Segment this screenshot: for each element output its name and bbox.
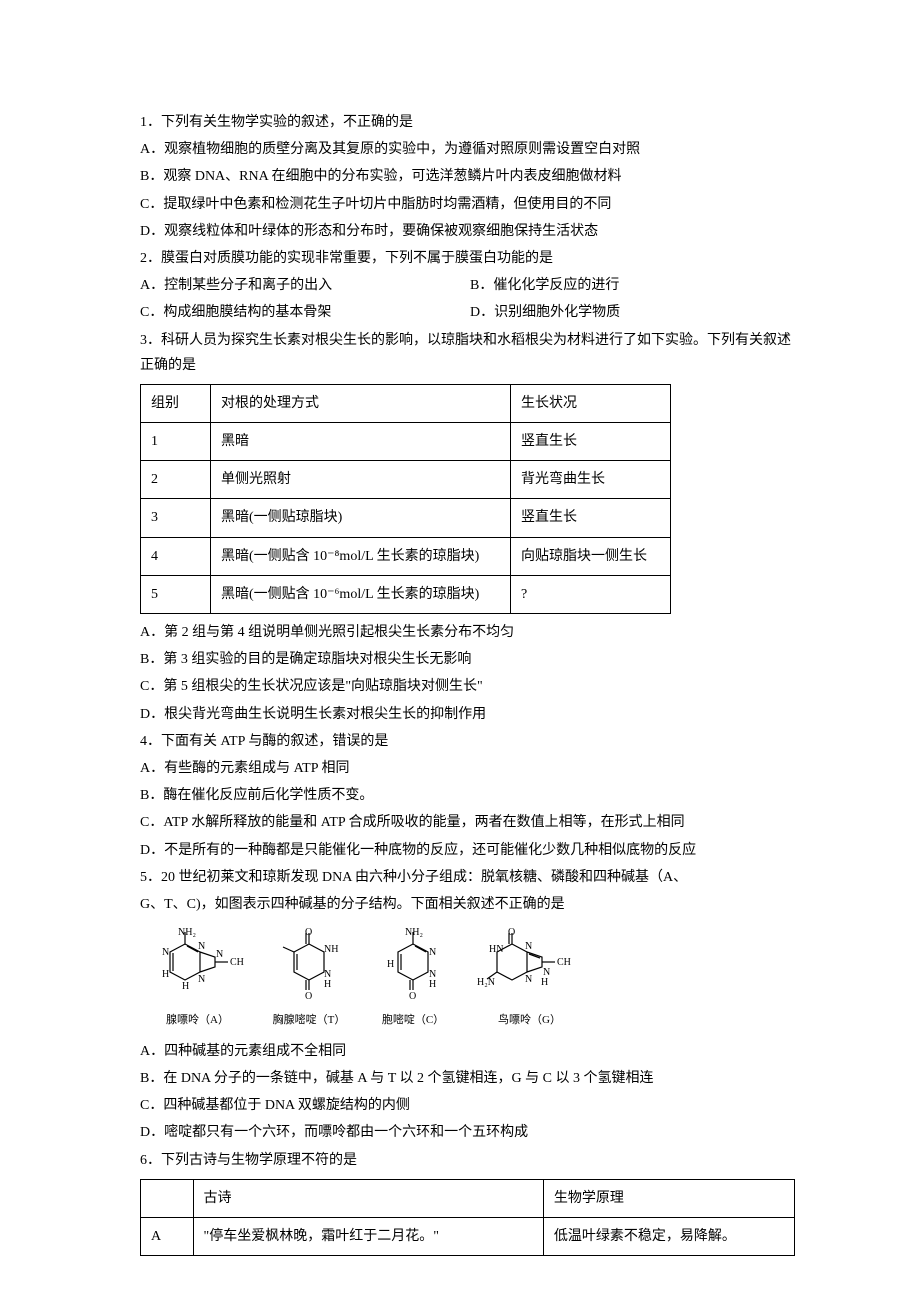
svg-text:NH₂: NH₂ [178,927,196,938]
cell: ? [511,575,671,613]
q4-opt-d: D．不是所有的一种酶都是只能催化一种底物的反应，还可能催化少数几种相似底物的反应 [140,838,800,863]
svg-text:N: N [198,974,205,985]
th-group: 组别 [141,384,211,422]
q3-opt-d: D．根尖背光弯曲生长说明生长素对根尖生长的抑制作用 [140,702,800,727]
table-row: 5 黑暗(一侧贴含 10⁻⁶mol/L 生长素的琼脂块) ? [141,575,671,613]
table-header-row: 古诗 生物学原理 [141,1179,795,1217]
svg-text:H: H [429,979,436,990]
cell: 竖直生长 [511,423,671,461]
q5-stem-1: 5．20 世纪初莱文和琼斯发现 DNA 由六种小分子组成：脱氧核糖、磷酸和四种碱… [140,865,800,890]
q5-opt-a: A．四种碱基的元素组成不全相同 [140,1039,800,1064]
svg-text:CH: CH [230,957,244,968]
q1-opt-d: D．观察线粒体和叶绿体的形态和分布时，要确保被观察细胞保持生活状态 [140,219,800,244]
thymine-molecule: O NH N O H 胸腺嘧啶（T） [269,927,349,1031]
cell: 4 [141,537,211,575]
q3-table: 组别 对根的处理方式 生长状况 1 黑暗 竖直生长 2 单侧光照射 背光弯曲生长… [140,384,671,614]
thymine-label: 胸腺嘧啶（T） [273,1011,346,1031]
cell: 3 [141,499,211,537]
thymine-icon: O NH N O H [269,927,349,1007]
q2-opt-b: B．催化化学反应的进行 [470,273,800,298]
svg-text:N: N [525,974,532,985]
guanine-icon: O HN H₂N N N N CH H [477,927,582,1007]
q4-opt-a: A．有些酶的元素组成与 ATP 相同 [140,756,800,781]
molecule-diagrams: NH₂ N H N N N CH H 腺嘌呤（A） O NH N O [150,927,800,1031]
q3-opt-b: B．第 3 组实验的目的是确定琼脂块对根尖生长无影响 [140,647,800,672]
q5-opt-c: C．四种碱基都位于 DNA 双螺旋结构的内侧 [140,1093,800,1118]
th-poem: 古诗 [193,1179,543,1217]
svg-text:H: H [387,959,394,970]
guanine-label: 鸟嘌呤（G） [498,1011,561,1031]
svg-text:H: H [324,979,331,990]
table-row: 2 单侧光照射 背光弯曲生长 [141,461,671,499]
svg-text:N: N [216,949,223,960]
table-row: 3 黑暗(一侧贴琼脂块) 竖直生长 [141,499,671,537]
q2-opt-a: A．控制某些分子和离子的出入 [140,273,470,298]
svg-text:NH₂: NH₂ [405,927,423,938]
th-blank [141,1179,194,1217]
table-row: 4 黑暗(一侧贴含 10⁻⁸mol/L 生长素的琼脂块) 向贴琼脂块一侧生长 [141,537,671,575]
cell: 黑暗(一侧贴含 10⁻⁶mol/L 生长素的琼脂块) [211,575,511,613]
guanine-molecule: O HN H₂N N N N CH H 鸟嘌呤（G） [477,927,582,1031]
svg-text:H₂N: H₂N [477,977,495,988]
q6-table: 古诗 生物学原理 A "停车坐爱枫林晚，霜叶红于二月花。" 低温叶绿素不稳定，易… [140,1179,795,1256]
cell: 2 [141,461,211,499]
th-growth: 生长状况 [511,384,671,422]
q6-stem: 6．下列古诗与生物学原理不符的是 [140,1148,800,1173]
svg-text:H: H [541,977,548,988]
q4-opt-b: B．酶在催化反应前后化学性质不变。 [140,783,800,808]
svg-text:N: N [162,947,169,958]
cell: 背光弯曲生长 [511,461,671,499]
cell: 黑暗(一侧贴琼脂块) [211,499,511,537]
svg-text:H: H [162,969,169,980]
svg-text:N: N [429,947,436,958]
cell: 单侧光照射 [211,461,511,499]
svg-text:NH: NH [324,944,338,955]
q2-opt-d: D．识别细胞外化学物质 [470,300,800,325]
adenine-label: 腺嘌呤（A） [166,1011,229,1031]
q2-opt-c: C．构成细胞膜结构的基本骨架 [140,300,470,325]
q1-stem: 1．下列有关生物学实验的叙述，不正确的是 [140,110,800,135]
cell: 5 [141,575,211,613]
svg-text:N: N [525,941,532,952]
q4-stem: 4．下面有关 ATP 与酶的叙述，错误的是 [140,729,800,754]
q1-opt-c: C．提取绿叶中色素和检测花生子叶切片中脂肪时均需酒精，但使用目的不同 [140,192,800,217]
cell: 黑暗 [211,423,511,461]
svg-text:O: O [305,991,312,1002]
svg-text:O: O [508,927,515,938]
cell: 1 [141,423,211,461]
svg-text:CH: CH [557,957,571,968]
q5-stem-2: G、T、C)，如图表示四种碱基的分子结构。下面相关叙述不正确的是 [140,892,800,917]
q1-opt-b: B．观察 DNA、RNA 在细胞中的分布实验，可选洋葱鳞片叶内表皮细胞做材料 [140,164,800,189]
table-row: A "停车坐爱枫林晚，霜叶红于二月花。" 低温叶绿素不稳定，易降解。 [141,1217,795,1255]
svg-text:HN: HN [489,944,503,955]
q5-opt-b: B．在 DNA 分子的一条链中，碱基 A 与 T 以 2 个氢键相连，G 与 C… [140,1066,800,1091]
adenine-molecule: NH₂ N H N N N CH H 腺嘌呤（A） [150,927,245,1031]
q2-stem: 2．膜蛋白对质膜功能的实现非常重要，下列不属于膜蛋白功能的是 [140,246,800,271]
q3-opt-c: C．第 5 组根尖的生长状况应该是"向贴琼脂块对侧生长" [140,674,800,699]
th-treatment: 对根的处理方式 [211,384,511,422]
cytosine-molecule: NH₂ N N O H H 胞嘧啶（C） [373,927,453,1031]
q4-opt-c: C．ATP 水解所释放的能量和 ATP 合成所吸收的能量，两者在数值上相等，在形… [140,810,800,835]
adenine-icon: NH₂ N H N N N CH H [150,927,245,1007]
cell: A [141,1217,194,1255]
cell: 竖直生长 [511,499,671,537]
svg-text:O: O [409,991,416,1002]
svg-text:O: O [305,927,312,938]
table-header-row: 组别 对根的处理方式 生长状况 [141,384,671,422]
th-principle: 生物学原理 [543,1179,794,1217]
q1-opt-a: A．观察植物细胞的质壁分离及其复原的实验中，为遵循对照原则需设置空白对照 [140,137,800,162]
svg-text:H: H [182,981,189,992]
cell: 向贴琼脂块一侧生长 [511,537,671,575]
q3-opt-a: A．第 2 组与第 4 组说明单侧光照引起根尖生长素分布不均匀 [140,620,800,645]
cytosine-label: 胞嘧啶（C） [382,1011,444,1031]
table-row: 1 黑暗 竖直生长 [141,423,671,461]
cell: 低温叶绿素不稳定，易降解。 [543,1217,794,1255]
cell: 黑暗(一侧贴含 10⁻⁸mol/L 生长素的琼脂块) [211,537,511,575]
q5-opt-d: D．嘧啶都只有一个六环，而嘌呤都由一个六环和一个五环构成 [140,1120,800,1145]
svg-text:N: N [198,941,205,952]
cytosine-icon: NH₂ N N O H H [373,927,453,1007]
cell: "停车坐爱枫林晚，霜叶红于二月花。" [193,1217,543,1255]
q3-stem: 3．科研人员为探究生长素对根尖生长的影响，以琼脂块和水稻根尖为材料进行了如下实验… [140,328,800,378]
